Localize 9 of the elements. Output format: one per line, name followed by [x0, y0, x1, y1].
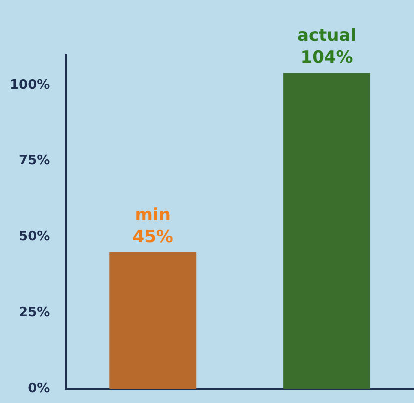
y-tick-label: 25%	[19, 306, 50, 321]
y-tick-label: 75%	[19, 154, 50, 169]
y-tick-label: 100%	[10, 78, 50, 93]
x-tick-label: actual	[298, 26, 357, 46]
y-tick-label: 0%	[28, 382, 50, 397]
x-tick-label: min	[135, 205, 171, 226]
data-label: 45%	[132, 227, 174, 248]
data-label: 104%	[300, 48, 354, 68]
y-tick-label: 50%	[19, 230, 50, 245]
